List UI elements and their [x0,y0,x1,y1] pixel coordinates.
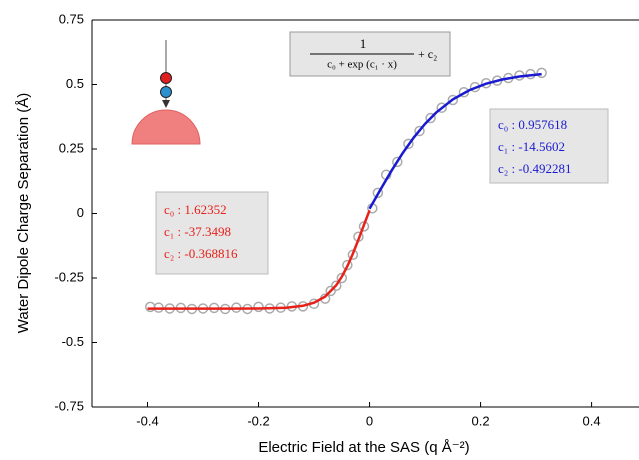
y-tick-label: 0.25 [59,140,84,155]
x-tick-label: 0 [366,413,373,428]
data-point [425,112,436,124]
formula-numerator: 1 [360,36,367,51]
data-point [458,86,470,98]
data-point [436,102,447,113]
fit-parameter: c₁ : -14.5602 [498,139,565,154]
formula-denominator: c₀ + exp (c₁ · x) [327,59,397,71]
fit-parameter: c₀ : 1.62352 [164,202,227,217]
fit-parameter: c₂ : -0.492281 [498,161,572,176]
dipole-icon [131,40,201,145]
x-tick-label: 0.2 [472,413,490,428]
y-axis-label: Water Dipole Charge Separation (Å) [15,93,32,333]
x-axis-label: Electric Field at the SAS (q Å⁻²) [258,439,469,456]
formula-box: 1 c₀ + exp (c₁ · x) + c₂ [289,31,451,77]
data-point [336,272,348,284]
y-tick-label: -0.75 [54,398,84,413]
data-point [253,301,264,313]
data-point [342,259,353,271]
fit-parameter: c₂ : -0.368816 [164,246,238,261]
data-point [325,285,336,297]
data-point [330,280,342,291]
fit-parameter: c₀ : 0.957618 [498,117,567,132]
y-tick-label: -0.25 [54,269,84,284]
y-tick-label: 0.5 [66,76,84,91]
blue-fit-box [489,108,609,184]
fit-line [147,209,371,310]
data-point [372,187,384,199]
fit-parameter: c₁ : -37.3498 [164,224,231,239]
data-point [403,138,414,150]
data-point [536,67,547,79]
y-tick-label: 0 [77,205,84,220]
data-point [414,125,425,137]
formula-suffix: + c₂ [418,47,437,61]
x-tick-label: -0.2 [247,413,269,428]
y-tick-label: 0.75 [59,11,84,26]
x-tick-label: 0.4 [583,413,601,428]
x-tick-label: -0.4 [136,413,158,428]
data-point [447,94,459,106]
data-point [392,156,403,168]
red-fit-box [155,191,269,275]
y-tick-label: -0.5 [62,334,84,349]
fit-line [368,72,542,210]
